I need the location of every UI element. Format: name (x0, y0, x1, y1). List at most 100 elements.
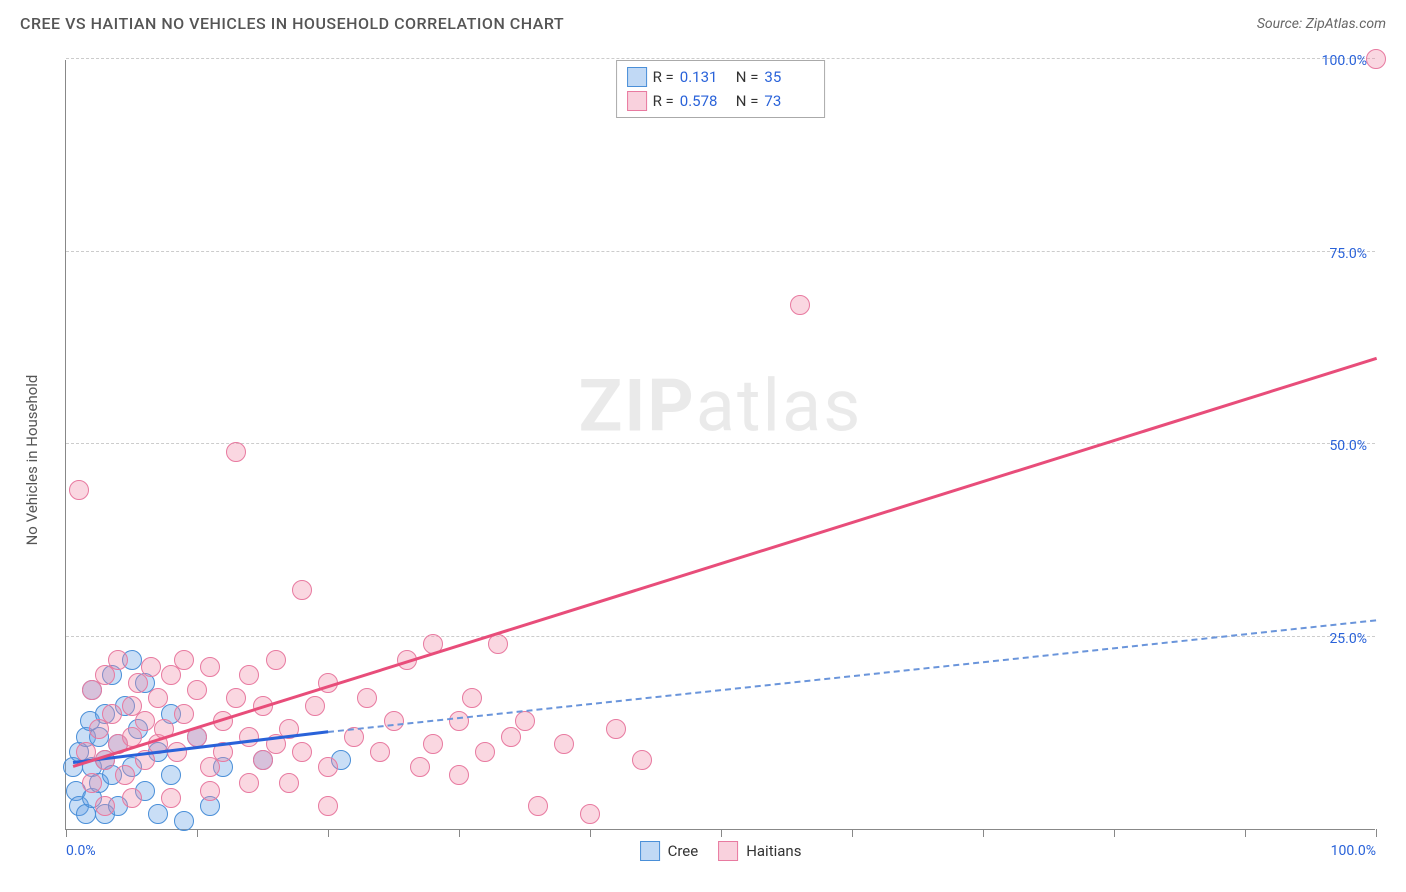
data-point (384, 711, 404, 731)
series-legend: Cree Haitians (640, 841, 802, 861)
stats-legend-row: R = 0.131 N = 35 (627, 65, 815, 89)
data-point (102, 704, 122, 724)
data-point (554, 734, 574, 754)
data-point (122, 788, 142, 808)
n-label: N = (736, 92, 759, 110)
n-label: N = (736, 68, 759, 86)
data-point (95, 796, 115, 816)
plot-area: ZIPatlas R =0.131N =35R =0.578N =73 Cree… (65, 60, 1375, 830)
stats-legend: R = 0.131 N = 35 R = 0.578 N = 73 (616, 60, 826, 118)
data-point (115, 765, 135, 785)
data-point (292, 742, 312, 762)
data-point (174, 650, 194, 670)
title-bar: CREE VS HAITIAN NO VEHICLES IN HOUSEHOLD… (0, 0, 1406, 43)
data-point (69, 480, 89, 500)
data-point (292, 580, 312, 600)
data-point (200, 781, 220, 801)
x-tick (721, 829, 722, 837)
y-tick-label: 100.0% (1322, 53, 1367, 69)
stats-legend-row: R = 0.578 N = 73 (627, 89, 815, 113)
legend-swatch-icon (718, 841, 738, 861)
y-tick-label: 25.0% (1329, 631, 1367, 647)
x-tick (66, 829, 67, 837)
data-point (226, 442, 246, 462)
data-point (82, 773, 102, 793)
data-point (423, 734, 443, 754)
x-tick (1114, 829, 1115, 837)
x-tick (852, 829, 853, 837)
data-point (357, 688, 377, 708)
data-point (632, 750, 652, 770)
chart-area: No Vehicles in Household ZIPatlas R = 0.1… (20, 50, 1386, 870)
x-tick-label-max: 100.0% (1331, 843, 1376, 859)
data-point (449, 765, 469, 785)
data-point (239, 773, 259, 793)
data-point (266, 650, 286, 670)
chart-title: CREE VS HAITIAN NO VEHICLES IN HOUSEHOLD… (20, 14, 564, 33)
data-point (462, 688, 482, 708)
watermark: ZIPatlas (579, 364, 863, 449)
data-point (488, 634, 508, 654)
y-tick-label: 75.0% (1329, 246, 1367, 262)
legend-item: Cree (640, 841, 699, 861)
data-point (239, 727, 259, 747)
data-point (449, 711, 469, 731)
data-point (226, 688, 246, 708)
data-point (370, 742, 390, 762)
data-point (790, 295, 810, 315)
data-point (475, 742, 495, 762)
y-axis-label: No Vehicles in Household (23, 375, 41, 546)
y-tick-label: 50.0% (1329, 438, 1367, 454)
x-tick-label-min: 0.0% (66, 843, 96, 859)
source-attribution: Source: ZipAtlas.com (1257, 16, 1386, 32)
r-value: 0.131 (680, 68, 730, 86)
x-tick (1376, 829, 1377, 837)
x-tick (328, 829, 329, 837)
data-point (528, 796, 548, 816)
data-point (174, 811, 194, 831)
gridline (66, 251, 1375, 252)
watermark-bold: ZIP (579, 364, 696, 449)
data-point (410, 757, 430, 777)
data-point (148, 688, 168, 708)
legend-item: Haitians (718, 841, 801, 861)
data-point (167, 742, 187, 762)
data-point (580, 804, 600, 824)
data-point (1366, 49, 1386, 69)
n-value: 73 (764, 92, 814, 110)
trend-line-haitians (72, 357, 1376, 767)
gridline (66, 636, 1375, 637)
data-point (161, 765, 181, 785)
gridline (66, 443, 1375, 444)
x-tick (983, 829, 984, 837)
x-tick (590, 829, 591, 837)
r-value: 0.578 (680, 92, 730, 110)
legend-label: Haitians (746, 842, 801, 860)
legend-label: Cree (668, 842, 699, 860)
data-point (135, 711, 155, 731)
data-point (161, 788, 181, 808)
n-value: 35 (764, 68, 814, 86)
data-point (318, 796, 338, 816)
data-point (187, 680, 207, 700)
data-point (108, 650, 128, 670)
x-tick (197, 829, 198, 837)
data-point (200, 657, 220, 677)
data-point (174, 704, 194, 724)
x-tick (459, 829, 460, 837)
data-point (279, 773, 299, 793)
legend-swatch-icon (627, 91, 647, 111)
data-point (606, 719, 626, 739)
r-label: R = (653, 92, 674, 110)
watermark-light: atlas (696, 364, 863, 449)
legend-swatch-icon (627, 67, 647, 87)
r-label: R = (653, 68, 674, 86)
data-point (239, 665, 259, 685)
gridline (66, 58, 1375, 59)
legend-swatch-icon (640, 841, 660, 861)
data-point (515, 711, 535, 731)
data-point (318, 757, 338, 777)
data-point (305, 696, 325, 716)
data-point (141, 657, 161, 677)
x-tick (1245, 829, 1246, 837)
